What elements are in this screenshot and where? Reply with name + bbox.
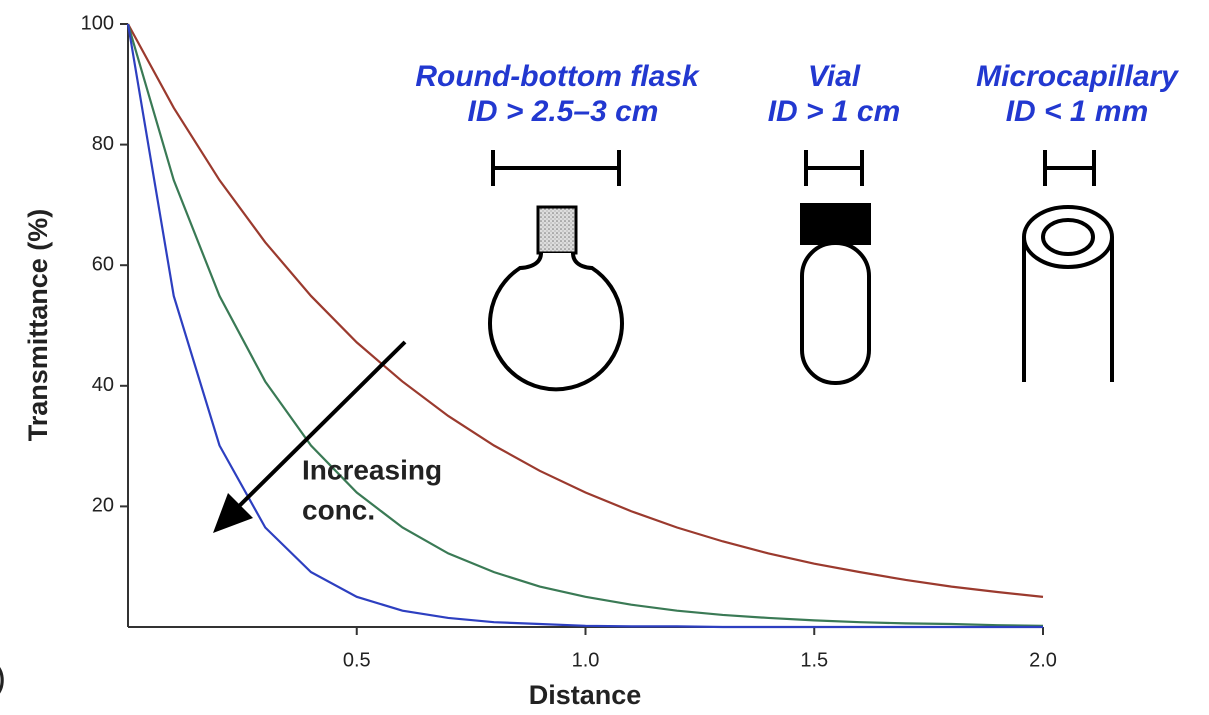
y-tick-label: 100 xyxy=(81,12,114,34)
plot-area: 20 40 60 80 100 0.5 1.0 1.5 2.0 xyxy=(81,12,1057,671)
data-line xyxy=(127,23,1044,598)
x-tick-label: 2.0 xyxy=(1029,649,1057,671)
y-tick-label: 20 xyxy=(92,495,114,517)
x-tick-label: 1.0 xyxy=(572,649,600,671)
data-line xyxy=(126,23,1043,629)
x-tick-label: 0.5 xyxy=(343,649,371,671)
x-tick-label: 1.5 xyxy=(800,649,828,671)
annotation: conc. xyxy=(302,494,375,525)
y-axis-label: Transmittance (%) xyxy=(23,209,53,442)
vessel-name: Microcapillary xyxy=(976,60,1179,93)
vessel-size: ID > 2.5–3 cm xyxy=(468,95,659,128)
arrow xyxy=(220,340,407,525)
y-tick-label: 80 xyxy=(92,133,114,155)
data-line xyxy=(126,23,1044,627)
vessel-size: ID > 1 cm xyxy=(768,95,901,128)
panel-label: ) xyxy=(0,657,6,698)
y-tick-label: 60 xyxy=(92,253,114,275)
annotation: Increasing xyxy=(302,454,442,485)
arrow-head xyxy=(213,493,253,533)
vessel-name: Vial xyxy=(808,60,861,93)
y-tick-label: 40 xyxy=(92,374,114,396)
vessel-icons xyxy=(488,150,1114,392)
vessel-name: Round-bottom flask xyxy=(415,60,700,93)
x-axis-label: Distance xyxy=(529,680,642,710)
vessel-size: ID < 1 mm xyxy=(1006,95,1149,128)
